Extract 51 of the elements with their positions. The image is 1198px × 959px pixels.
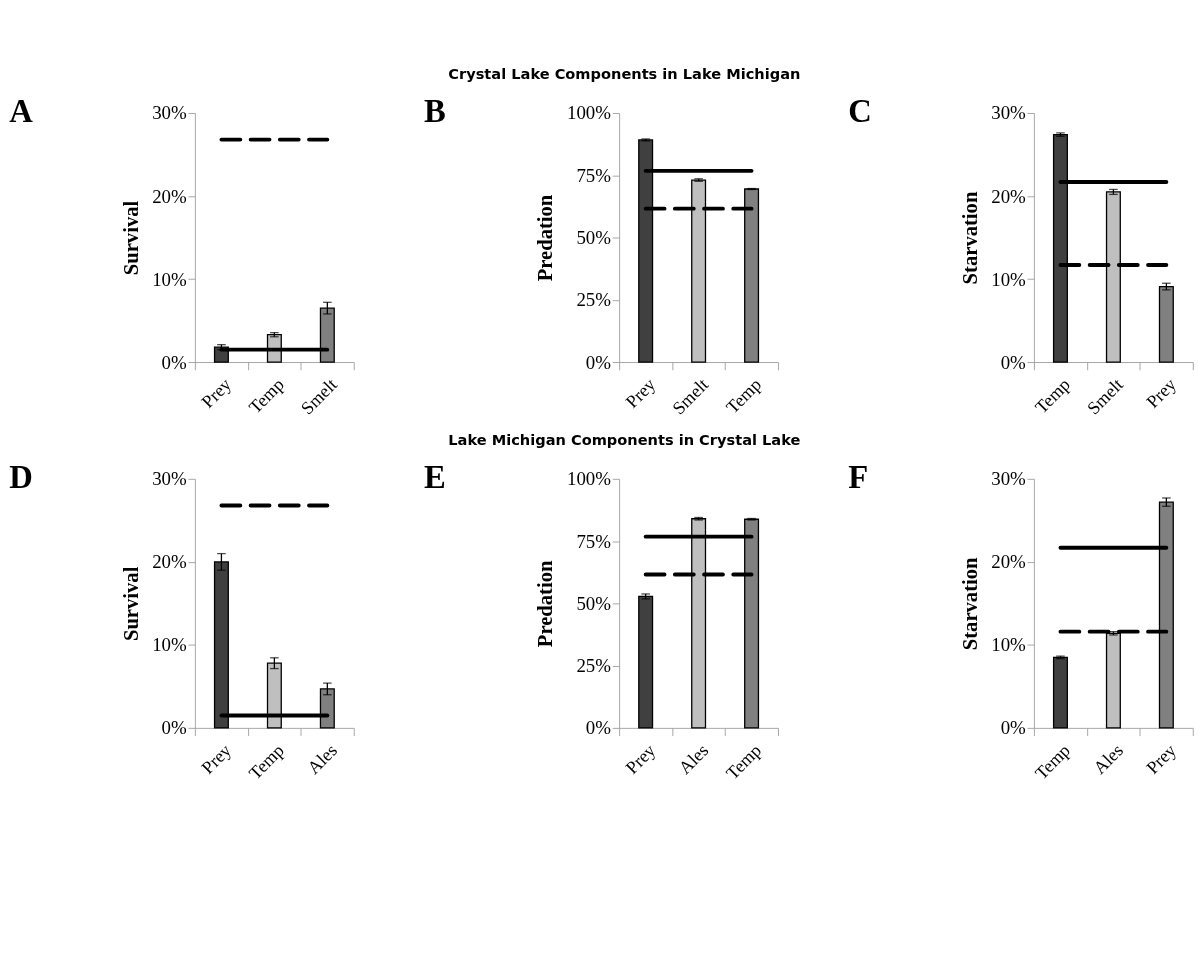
y-tick-label: 0% <box>585 351 612 373</box>
bar <box>1052 656 1068 729</box>
text: Lake Michigan Components in Crystal Lake <box>448 430 801 448</box>
y-tick-label: 0% <box>1000 351 1027 373</box>
y-tick-label: 75% <box>576 530 612 552</box>
x-tick-label: Ales <box>303 740 341 778</box>
text: Crystal Lake Components in Lake Michigan <box>448 64 801 82</box>
y-tick-label: 10% <box>152 268 188 290</box>
y-tick-label: 0% <box>161 351 188 373</box>
x-tick-label: Ales <box>1089 740 1127 778</box>
bar <box>638 595 654 729</box>
y-tick-label: 20% <box>991 185 1027 207</box>
y-tick-label: 75% <box>576 164 612 186</box>
y-axis-title: Survival <box>119 566 142 642</box>
y-tick-label: 10% <box>991 634 1027 656</box>
x-tick-label: Prey <box>1142 740 1180 778</box>
y-tick-label: 20% <box>991 551 1027 573</box>
chart-title: E <box>423 459 446 496</box>
y-tick-label: 30% <box>152 102 188 124</box>
x-tick-label: Prey <box>197 374 235 412</box>
chart-title: D <box>9 459 33 496</box>
y-tick-label: 20% <box>152 185 188 207</box>
y-axis-title: Starvation <box>958 556 981 651</box>
x-tick-label: Prey <box>621 740 660 778</box>
chart-title: F <box>848 459 869 496</box>
chart-title: B <box>423 93 446 130</box>
x-tick-label: Ales <box>674 740 713 778</box>
y-tick-label: 10% <box>991 268 1027 290</box>
y-tick-label: 50% <box>576 592 612 614</box>
x-tick-label: Prey <box>621 374 660 412</box>
y-tick-label: 25% <box>576 655 612 677</box>
chart-title: A <box>9 93 34 130</box>
y-axis-title: Predation <box>534 559 557 648</box>
x-tick-label: Prey <box>1142 374 1180 412</box>
y-tick-label: 30% <box>152 468 188 490</box>
y-tick-label: 25% <box>576 289 612 311</box>
y-tick-label: 30% <box>991 468 1027 490</box>
y-tick-label: 30% <box>991 102 1027 124</box>
y-tick-label: 20% <box>152 551 188 573</box>
y-tick-label: 50% <box>576 227 612 249</box>
x-tick-label: Prey <box>197 740 235 778</box>
y-axis-title: Survival <box>119 200 142 276</box>
y-tick-label: 10% <box>152 634 188 656</box>
y-tick-label: 0% <box>1000 717 1027 739</box>
y-tick-label: 0% <box>161 717 188 739</box>
y-axis-title: Starvation <box>958 191 981 285</box>
chart-title: C <box>848 93 872 130</box>
y-tick-label: 100% <box>566 468 612 490</box>
y-tick-label: 100% <box>566 102 612 124</box>
y-tick-label: 0% <box>585 717 612 739</box>
y-axis-title: Predation <box>534 194 557 282</box>
